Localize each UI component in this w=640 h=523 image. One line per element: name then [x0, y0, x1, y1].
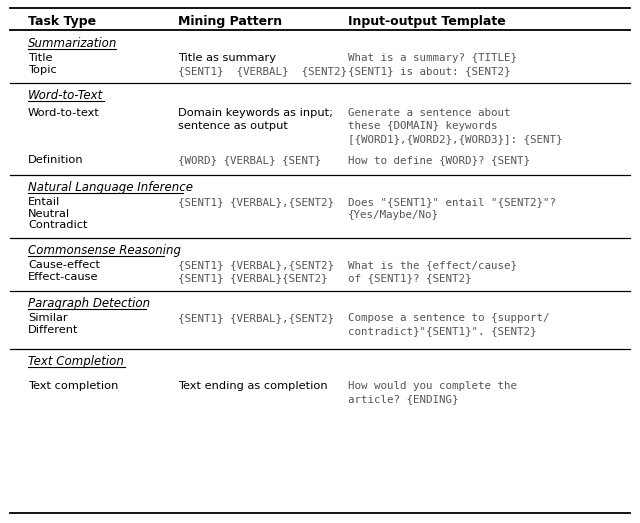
- Text: Mining Pattern: Mining Pattern: [178, 16, 282, 28]
- Text: {WORD} {VERBAL} {SENT}: {WORD} {VERBAL} {SENT}: [178, 155, 321, 165]
- Text: How would you complete the: How would you complete the: [348, 381, 517, 391]
- Text: {SENT1} {VERBAL},{SENT2}: {SENT1} {VERBAL},{SENT2}: [178, 313, 334, 323]
- Text: Title as summary: Title as summary: [178, 53, 276, 63]
- Text: Definition: Definition: [28, 155, 84, 165]
- Text: {SENT1} {VERBAL}{SENT2}: {SENT1} {VERBAL}{SENT2}: [178, 273, 328, 283]
- Text: contradict}"{SENT1}". {SENT2}: contradict}"{SENT1}". {SENT2}: [348, 326, 536, 336]
- Text: sentence as output: sentence as output: [178, 121, 288, 131]
- Text: How to define {WORD}? {SENT}: How to define {WORD}? {SENT}: [348, 155, 530, 165]
- Text: Word-to-text: Word-to-text: [28, 108, 100, 118]
- Text: Entail
Neutral
Contradict: Entail Neutral Contradict: [28, 197, 88, 230]
- Text: Paragraph Detection: Paragraph Detection: [28, 297, 150, 310]
- Text: article? {ENDING}: article? {ENDING}: [348, 394, 458, 404]
- Text: Cause-effect
Effect-cause: Cause-effect Effect-cause: [28, 260, 100, 281]
- Text: Title
Topic: Title Topic: [28, 53, 57, 75]
- Text: {SENT1} {VERBAL},{SENT2}: {SENT1} {VERBAL},{SENT2}: [178, 260, 334, 270]
- Text: {SENT1} is about: {SENT2}: {SENT1} is about: {SENT2}: [348, 66, 511, 76]
- Text: Word-to-Text: Word-to-Text: [28, 89, 103, 102]
- Text: Commonsense Reasoning: Commonsense Reasoning: [28, 244, 181, 257]
- Text: Similar
Different: Similar Different: [28, 313, 79, 335]
- Text: Task Type: Task Type: [28, 16, 96, 28]
- Text: Text ending as completion: Text ending as completion: [178, 381, 328, 391]
- Text: What is a summary? {TITLE}: What is a summary? {TITLE}: [348, 53, 517, 63]
- Text: Generate a sentence about: Generate a sentence about: [348, 108, 511, 118]
- Text: What is the {effect/cause}: What is the {effect/cause}: [348, 260, 517, 270]
- Text: {SENT1} {VERBAL},{SENT2}: {SENT1} {VERBAL},{SENT2}: [178, 197, 334, 207]
- Text: Domain keywords as input;: Domain keywords as input;: [178, 108, 333, 118]
- Text: Summarization: Summarization: [28, 37, 117, 50]
- Text: {Yes/Maybe/No}: {Yes/Maybe/No}: [348, 210, 439, 220]
- Text: Natural Language Inference: Natural Language Inference: [28, 181, 193, 194]
- Text: Text Completion: Text Completion: [28, 355, 124, 368]
- Text: [{WORD1},{WORD2},{WORD3}]: {SENT}: [{WORD1},{WORD2},{WORD3}]: {SENT}: [348, 134, 563, 144]
- Text: {SENT1}  {VERBAL}  {SENT2}: {SENT1} {VERBAL} {SENT2}: [178, 66, 347, 76]
- Text: of {SENT1}? {SENT2}: of {SENT1}? {SENT2}: [348, 273, 472, 283]
- Text: Text completion: Text completion: [28, 381, 118, 391]
- Text: Does "{SENT1}" entail "{SENT2}"?: Does "{SENT1}" entail "{SENT2}"?: [348, 197, 556, 207]
- Text: these {DOMAIN} keywords: these {DOMAIN} keywords: [348, 121, 497, 131]
- Text: Input-output Template: Input-output Template: [348, 16, 506, 28]
- Text: Compose a sentence to {support/: Compose a sentence to {support/: [348, 313, 550, 323]
